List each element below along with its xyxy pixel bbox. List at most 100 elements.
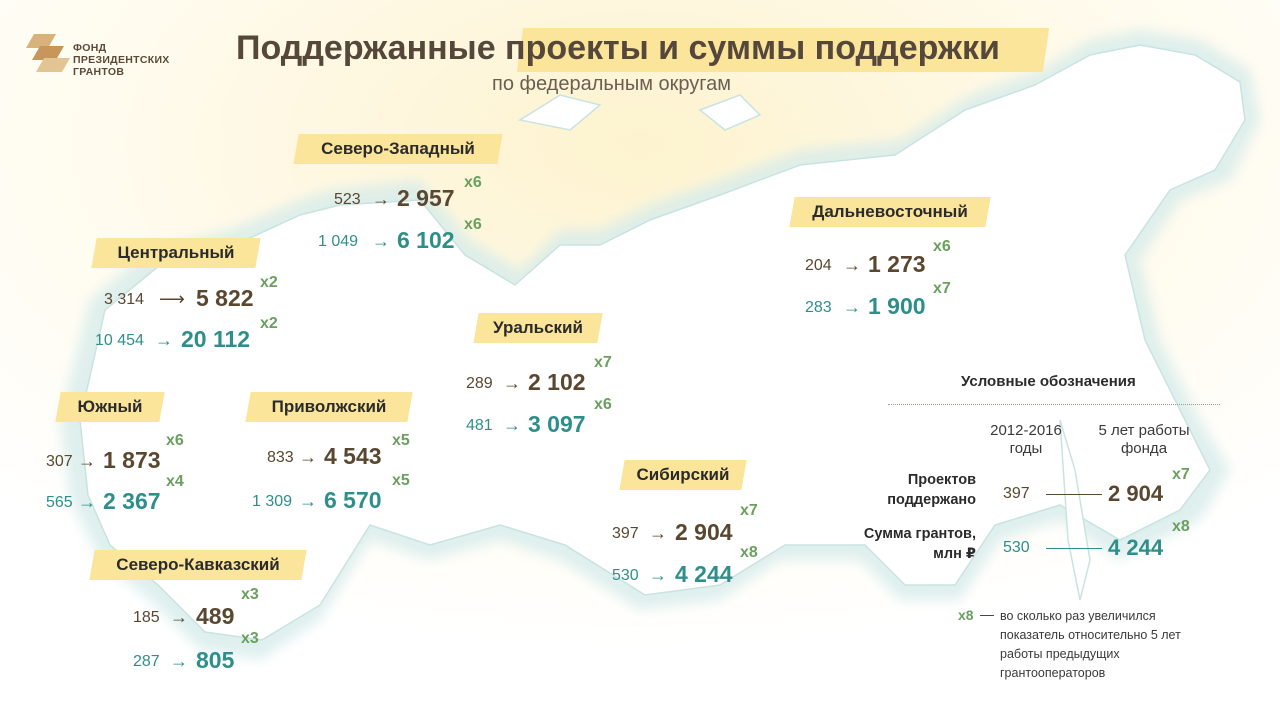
arrow-icon: → [170,651,188,671]
stat-grants-far-east: 283 → 1 900 х7 [805,280,965,320]
legend-grants-multiplier: х8 [1172,518,1190,535]
stat-projects-far-east: 204 → 1 273 х6 [805,238,965,278]
projects-to: 489 [196,603,235,629]
projects-from: 185 [133,609,160,626]
legend-grants-from: 530 [1003,539,1030,556]
grants-to: 805 [196,647,235,673]
projects-from: 833 [267,449,294,466]
arrow-icon: → [78,492,96,512]
arrow-icon: ⟶ [159,289,185,309]
grants-to: 2 367 [103,488,161,514]
projects-to: 4 543 [324,443,382,469]
grants-multiplier: х6 [594,396,612,413]
legend-row-grants: Сумма грантов, млн ₽ [863,526,976,562]
stat-projects-central: 3 314 ⟶ 5 822 х2 [104,274,284,312]
grants-from: 1 309 [252,493,293,510]
legend-projects-multiplier: х7 [1172,466,1190,483]
logo-line-1: ФОНД [73,42,107,54]
arrow-icon: → [843,297,861,317]
stat-projects-siberia: 397 → 2 904 х7 [612,502,782,546]
legend-grants-to: 4 244 [1108,535,1164,560]
region-label-siberia: Сибирский [622,460,744,490]
arrow-icon: → [78,451,96,471]
grants-to: 1 900 [868,293,926,319]
stat-projects-ural: 289 → 2 102 х7 [466,354,626,396]
legend-projects-to: 2 904 [1108,481,1164,506]
projects-multiplier: х3 [241,586,259,603]
arrow-icon: → [170,607,188,627]
grants-to: 20 112 [181,326,251,352]
projects-from: 289 [466,375,493,392]
arrow-icon: → [649,523,667,543]
grants-multiplier: х4 [166,473,184,490]
projects-from: 204 [805,257,832,274]
arrow-icon: → [155,330,173,350]
projects-multiplier: х7 [740,502,758,519]
stat-grants-northwest: 1 049 → 6 102 х6 [318,216,494,254]
stat-grants-ural: 481 → 3 097 х6 [466,396,626,438]
arrow-icon: → [299,447,317,467]
legend-title: Условные обозначения [961,373,1136,390]
page-subtitle: по федеральным округам [492,73,732,95]
projects-to: 2 102 [528,369,586,395]
stat-grants-central: 10 454 → 20 112 х2 [95,315,285,353]
arrow-icon: → [299,491,317,511]
legend-col-5-years: 5 лет работы фонда [1098,422,1190,457]
arrow-icon: → [503,415,521,435]
legend-grants-arrow [1046,548,1102,549]
grants-from: 1 049 [318,233,359,250]
projects-from: 397 [612,525,639,542]
legend-projects-arrow [1046,494,1102,495]
grants-to: 6 102 [397,227,455,253]
stat-projects-volga: 833 → 4 543 х5 [267,432,427,470]
arrow-icon: → [372,231,390,251]
projects-from: 523 [334,191,361,208]
stat-grants-siberia: 530 → 4 244 х8 [612,544,782,588]
stat-grants-south: 565 → 2 367 х4 [46,473,196,515]
legend-projects-from: 397 [1003,485,1030,502]
grants-multiplier: х7 [933,280,951,297]
stat-grants-volga: 1 309 → 6 570 х5 [252,472,427,514]
projects-multiplier: х7 [594,354,612,371]
projects-to: 5 822 [196,285,254,311]
stat-projects-northwest: 523 → 2 957 х6 [334,174,494,212]
region-label-south: Южный [58,392,162,422]
region-label-northwest: Северо-Западный [296,134,500,164]
grants-from: 565 [46,494,73,511]
page-title: Поддержанные проекты и суммы поддержки [236,29,1000,67]
logo-emblem-icon [26,34,70,72]
projects-to: 1 273 [868,251,926,277]
arrow-icon: → [649,565,667,585]
projects-from: 3 314 [104,291,145,308]
arrow-icon: → [503,373,521,393]
grants-multiplier: х6 [464,216,482,233]
grants-to: 3 097 [528,411,586,437]
projects-multiplier: х2 [260,274,278,291]
grants-multiplier: х2 [260,315,278,332]
grants-multiplier: х8 [740,544,758,561]
projects-from: 307 [46,453,73,470]
grants-from: 287 [133,653,160,670]
stat-grants-north-caucasus: 287 → 805 х3 [133,630,273,674]
title-block: Поддержанные проекты и суммы поддержки [236,24,1050,72]
grants-from: 283 [805,299,832,316]
legend-note-dash: — [980,606,994,622]
projects-multiplier: х5 [392,432,410,449]
projects-to: 2 904 [675,519,733,545]
legend-col-2012-2016: 2012-2016 годы [990,422,1062,457]
stat-projects-south: 307 → 1 873 х6 [46,432,196,474]
region-label-north-caucasus: Северо-Кавказский [92,550,304,580]
arrow-icon: → [372,189,390,209]
grants-multiplier: х5 [392,472,410,489]
projects-to: 1 873 [103,447,161,473]
logo-line-2: ПРЕЗИДЕНТСКИХ [73,54,170,66]
projects-multiplier: х6 [933,238,951,255]
legend-divider [888,404,1220,405]
region-label-ural: Уральский [476,313,600,343]
stat-projects-north-caucasus: 185 → 489 х3 [133,586,273,630]
arrow-icon: → [843,255,861,275]
grants-to: 6 570 [324,487,382,513]
grants-from: 10 454 [95,332,144,349]
legend-note: во сколько раз увеличился показатель отн… [1000,609,1181,680]
grants-to: 4 244 [675,561,733,587]
